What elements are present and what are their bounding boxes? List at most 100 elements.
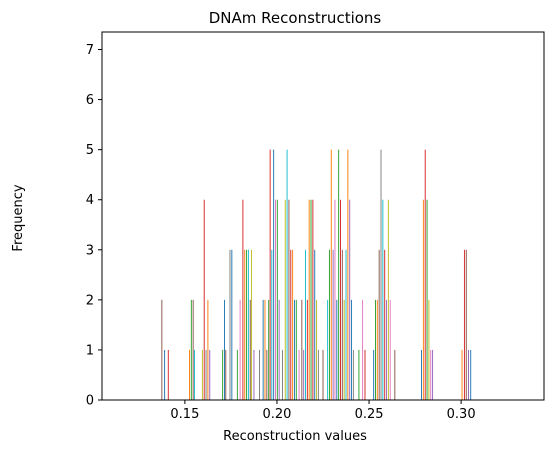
histogram-bar <box>426 199 428 400</box>
histogram-bar <box>273 149 275 400</box>
histogram-bar <box>264 299 266 400</box>
histogram-bar <box>190 299 192 400</box>
histogram-bar <box>251 249 253 400</box>
y-tick-label: 5 <box>86 143 94 158</box>
histogram-bar <box>222 349 224 400</box>
histogram-bar <box>380 149 382 400</box>
histogram-bar <box>203 199 205 400</box>
x-tick-label: 0.30 <box>447 407 476 422</box>
histogram-bar <box>312 199 314 400</box>
y-tick-label: 6 <box>86 93 94 108</box>
histogram-bar <box>468 349 469 400</box>
histogram-bar <box>336 299 338 400</box>
histogram-bar <box>334 199 336 400</box>
histogram-bar <box>463 249 465 400</box>
histogram-bar <box>262 299 264 400</box>
histogram-bar <box>424 149 426 400</box>
x-tick-label: 0.15 <box>170 407 199 422</box>
histogram-bar <box>430 349 432 400</box>
histogram-bar <box>290 249 292 400</box>
histogram-bar <box>269 149 271 400</box>
histogram-bar <box>268 299 270 400</box>
histogram-bar <box>347 149 349 400</box>
histogram-bar <box>298 349 300 400</box>
y-tick-label: 3 <box>86 243 94 258</box>
histogram-bar <box>376 299 378 400</box>
y-tick-label: 0 <box>86 394 94 409</box>
histogram-bar <box>428 299 430 400</box>
histogram-bar <box>207 299 209 400</box>
histogram-bar <box>303 349 305 400</box>
histogram-bar <box>378 249 380 400</box>
histogram-bar <box>301 299 303 400</box>
histogram-bar <box>352 349 354 400</box>
histogram-bar <box>317 349 319 400</box>
histogram-bar <box>386 299 388 400</box>
y-tick-label: 7 <box>86 43 94 58</box>
histogram-bar <box>236 349 238 400</box>
histogram-bar <box>358 349 360 400</box>
histogram-bar <box>249 299 251 400</box>
y-axis-label: Frequency <box>11 184 26 251</box>
histogram-bar <box>330 149 332 400</box>
x-axis-ticks: 0.15 0.20 0.25 0.30 <box>170 400 476 422</box>
histogram-bar <box>278 299 280 400</box>
histogram-bar <box>345 249 347 400</box>
histogram-bar <box>193 349 195 400</box>
histogram-bar <box>247 249 249 400</box>
histogram-bar <box>164 349 166 400</box>
histogram-bar <box>209 349 211 400</box>
histogram-bar <box>384 249 386 400</box>
histogram-bar <box>310 199 312 400</box>
x-axis-label: Reconstruction values <box>223 429 367 444</box>
histogram-bar <box>432 349 434 400</box>
histogram-bar <box>293 299 295 400</box>
histogram-bar <box>327 299 329 400</box>
histogram-bar <box>275 199 276 400</box>
histogram-bar <box>387 199 389 400</box>
histogram-bar <box>306 299 308 400</box>
histogram-bar <box>282 349 283 400</box>
histogram-bar <box>461 349 463 400</box>
y-axis-ticks: 0 1 2 3 4 5 6 7 <box>86 43 102 409</box>
plot-frame <box>101 31 545 401</box>
histogram-bar <box>253 349 255 400</box>
x-tick-label: 0.25 <box>355 407 384 422</box>
y-tick-label: 2 <box>86 293 94 308</box>
histogram-bar <box>161 299 163 400</box>
histogram-bar <box>292 249 294 400</box>
histogram-bar <box>224 299 225 400</box>
histogram-bar <box>246 249 248 400</box>
histogram-bar <box>470 349 472 400</box>
histogram-bar <box>341 249 343 400</box>
histogram-bar <box>382 199 384 400</box>
histogram-bar <box>295 299 297 400</box>
histogram-bar <box>389 299 391 400</box>
histogram-bar <box>271 249 273 400</box>
histogram-bar <box>284 199 286 400</box>
histogram-bar <box>375 299 376 400</box>
histogram-bar <box>349 199 351 400</box>
histogram-bar <box>225 349 227 400</box>
histogram-bar <box>205 349 207 400</box>
histogram-bar <box>362 299 364 400</box>
histogram-bar <box>373 349 375 400</box>
histogram-bar <box>422 199 424 400</box>
bars-layer <box>161 149 472 400</box>
histogram-bar <box>288 199 290 400</box>
histogram-bar <box>322 349 324 400</box>
y-tick-label: 1 <box>86 343 94 358</box>
histogram-bar <box>231 249 233 400</box>
histogram-bar <box>201 349 203 400</box>
histogram-bar <box>244 249 246 400</box>
histogram-bar <box>332 249 334 400</box>
histogram-bar <box>286 149 288 400</box>
x-tick-label: 0.20 <box>262 407 291 422</box>
histogram-bar <box>305 249 306 400</box>
histogram-bar <box>314 249 316 400</box>
histogram-bar <box>192 299 194 400</box>
histogram-bar <box>242 199 244 400</box>
histogram-bar <box>351 299 353 400</box>
histogram-bar <box>421 349 422 400</box>
